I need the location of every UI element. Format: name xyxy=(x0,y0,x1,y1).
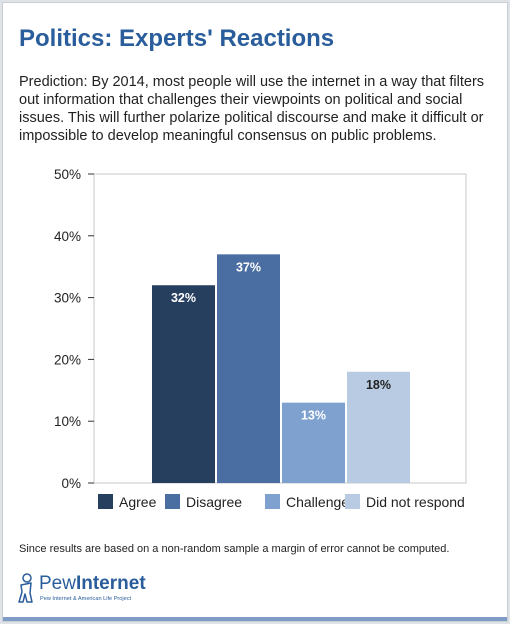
bar-challenge xyxy=(282,402,345,483)
y-tick-label: 0% xyxy=(61,476,81,491)
bar-agree xyxy=(152,285,215,483)
logo-wordmark: PewInternet xyxy=(39,573,146,595)
footnote: Since results are based on a non-random … xyxy=(19,543,450,555)
logo-name-regular: Pew xyxy=(39,573,76,594)
bar-did-not-respond xyxy=(347,371,410,483)
legend-swatch xyxy=(265,494,280,509)
legend-swatch xyxy=(98,494,113,509)
person-icon xyxy=(18,573,33,603)
data-labels: 32% 37% 13% 18% xyxy=(171,260,391,422)
y-tick-label: 20% xyxy=(54,352,81,367)
pew-internet-logo: PewInternet Pew Internet & American Life… xyxy=(15,571,245,611)
logo-name-bold: Internet xyxy=(75,573,146,594)
prediction-text: Prediction: By 2014, most people will us… xyxy=(19,74,485,144)
data-label: 32% xyxy=(171,291,196,305)
legend: Agree Disagree Challenge Did not respond xyxy=(98,494,465,510)
data-label: 13% xyxy=(301,409,326,423)
bar-chart: 0% 10% 20% 30% 40% 50% 32% 37% 13% 18% Agree Disa… xyxy=(54,167,467,510)
y-tick-label: 30% xyxy=(54,291,81,306)
legend-label: Did not respond xyxy=(366,494,465,510)
data-label: 18% xyxy=(366,378,391,392)
y-tick-label: 50% xyxy=(54,167,81,182)
bars xyxy=(152,254,410,483)
y-tick-label: 10% xyxy=(54,414,81,429)
legend-swatch xyxy=(345,494,360,509)
y-tick-label: 40% xyxy=(54,229,81,244)
page-title: Politics: Experts' Reactions xyxy=(19,25,335,52)
bottom-accent-bar xyxy=(3,617,507,621)
data-label: 37% xyxy=(236,260,261,274)
legend-swatch xyxy=(165,494,180,509)
legend-label: Disagree xyxy=(186,494,242,510)
legend-label: Challenge xyxy=(286,494,349,510)
bar-disagree xyxy=(217,254,280,483)
logo-tagline: Pew Internet & American Life Project xyxy=(40,596,132,602)
legend-label: Agree xyxy=(119,494,157,510)
